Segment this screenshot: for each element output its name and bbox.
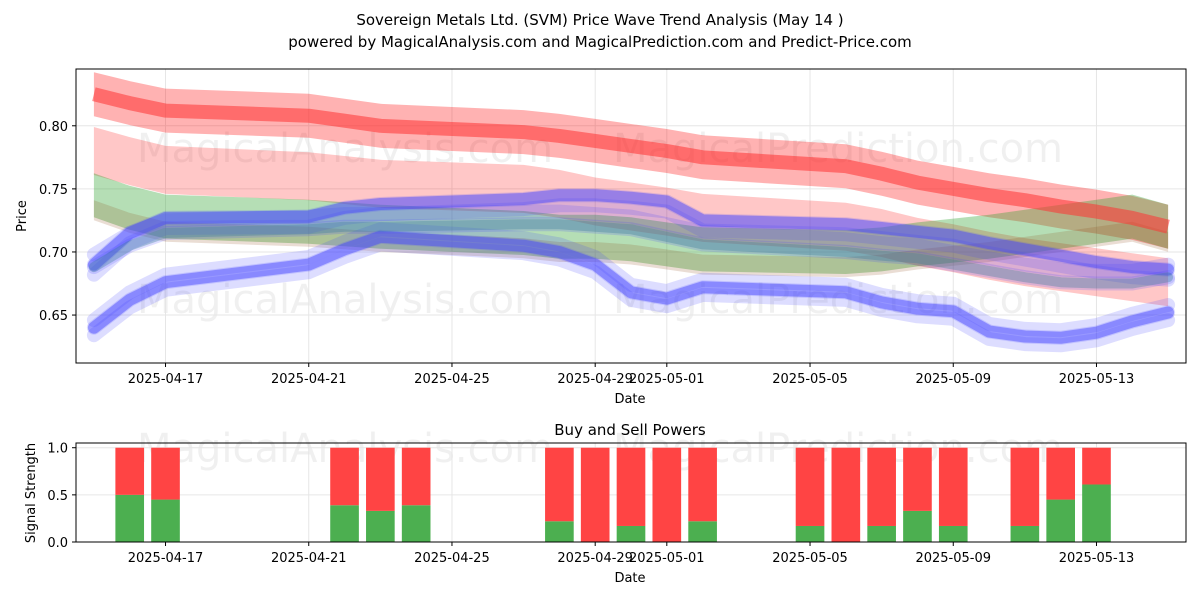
signal-chart-title: Buy and Sell Powers bbox=[554, 421, 706, 439]
x-tick-label: 2025-04-21 bbox=[271, 372, 347, 387]
price-x-ticks: 2025-04-17 2025-04-21 2025-04-25 2025-04-29… bbox=[128, 363, 1135, 387]
buy-bar bbox=[1046, 499, 1075, 542]
x-tick-label: 2025-04-29 bbox=[557, 551, 633, 566]
buy-bar bbox=[401, 505, 431, 542]
buy-bar bbox=[1010, 525, 1040, 542]
buy-bar bbox=[688, 521, 717, 542]
main-chart-title: Sovereign Metals Ltd. (SVM) Price Wave T… bbox=[356, 11, 843, 29]
buy-bar bbox=[616, 525, 646, 542]
buy-bar bbox=[545, 521, 574, 542]
x-tick-label: 2025-04-17 bbox=[128, 372, 204, 387]
sell-bar bbox=[366, 447, 395, 511]
signal-panel: MagicalAnalysis.com MagicalPrediction.co… bbox=[24, 421, 1187, 586]
x-tick-label: 2025-05-01 bbox=[629, 551, 705, 566]
blue-wave-line bbox=[86, 222, 1176, 338]
y-tick-label: 0.65 bbox=[39, 309, 68, 324]
y-tick-label: 0.75 bbox=[39, 183, 68, 198]
price-y-axis-label: Price bbox=[15, 200, 30, 232]
buy-bar bbox=[151, 499, 180, 542]
blue-lower-main-wave bbox=[87, 230, 1175, 344]
sell-bar bbox=[903, 447, 932, 511]
sell-bar bbox=[1082, 447, 1111, 485]
blue-wave-line bbox=[86, 188, 1176, 277]
x-tick-label: 2025-04-21 bbox=[271, 551, 347, 566]
signal-x-ticks: 2025-04-17 2025-04-21 2025-04-25 2025-04-29… bbox=[128, 542, 1135, 566]
sell-bar bbox=[688, 447, 717, 522]
blue-wave-line bbox=[86, 229, 1176, 345]
signal-x-axis-label: Date bbox=[614, 571, 645, 586]
sell-bar bbox=[580, 447, 610, 542]
main-chart-subtitle: powered by MagicalAnalysis.com and Magic… bbox=[288, 33, 912, 51]
blue-wave-line bbox=[86, 217, 1176, 291]
sell-bar bbox=[867, 447, 896, 526]
sell-bar bbox=[616, 447, 646, 526]
buy-bar bbox=[867, 525, 896, 542]
sell-bar bbox=[401, 447, 431, 506]
red-lower-envelope bbox=[93, 127, 1169, 307]
x-tick-label: 2025-04-25 bbox=[414, 551, 490, 566]
red-trend-line bbox=[92, 87, 1170, 234]
x-tick-label: 2025-05-01 bbox=[629, 372, 705, 387]
buy-bar bbox=[795, 525, 825, 542]
green-band bbox=[93, 173, 1169, 274]
y-tick-label: 0.0 bbox=[47, 536, 68, 551]
sell-bar bbox=[545, 447, 574, 522]
sell-bar bbox=[330, 447, 359, 506]
price-plot-frame bbox=[75, 68, 1187, 364]
sell-bar bbox=[938, 447, 968, 526]
signal-y-ticks: 0.0 0.5 1.0 bbox=[47, 442, 76, 551]
x-tick-label: 2025-04-25 bbox=[414, 372, 490, 387]
sell-bar bbox=[1046, 447, 1075, 500]
signal-bars bbox=[115, 447, 1111, 542]
buy-bar bbox=[938, 525, 968, 542]
sell-bar bbox=[652, 447, 682, 542]
signal-plot-frame bbox=[75, 442, 1187, 543]
x-tick-label: 2025-05-05 bbox=[772, 551, 848, 566]
teal-mid-wave bbox=[88, 219, 1174, 289]
sell-bar bbox=[1010, 447, 1040, 526]
blue-main-wave bbox=[87, 189, 1175, 276]
buy-bar bbox=[330, 505, 359, 542]
x-tick-label: 2025-05-09 bbox=[915, 551, 991, 566]
price-gridlines bbox=[76, 69, 1186, 363]
y-tick-label: 0.70 bbox=[39, 246, 68, 261]
brown-band bbox=[93, 200, 1169, 278]
price-panel: MagicalAnalysis.com MagicalPrediction.co… bbox=[15, 68, 1187, 407]
x-tick-label: 2025-04-17 bbox=[128, 551, 204, 566]
x-tick-label: 2025-05-13 bbox=[1059, 372, 1135, 387]
x-tick-label: 2025-05-09 bbox=[915, 372, 991, 387]
price-x-axis-label: Date bbox=[614, 392, 645, 407]
buy-bar bbox=[115, 494, 145, 542]
buy-bar bbox=[903, 510, 932, 542]
sell-bar bbox=[795, 447, 825, 526]
x-tick-label: 2025-05-05 bbox=[772, 372, 848, 387]
blue-wave-line bbox=[86, 204, 1176, 278]
sell-bar bbox=[831, 447, 861, 542]
buy-bar bbox=[366, 510, 395, 542]
y-tick-label: 0.80 bbox=[39, 120, 68, 135]
blue-wave-line bbox=[86, 237, 1176, 353]
signal-y-axis-label: Signal Strength bbox=[24, 443, 39, 543]
buy-bar bbox=[1082, 484, 1111, 542]
price-waves bbox=[86, 72, 1176, 353]
x-tick-label: 2025-05-13 bbox=[1059, 551, 1135, 566]
y-tick-label: 0.5 bbox=[47, 489, 68, 504]
sell-bar bbox=[115, 447, 145, 495]
sell-bar bbox=[151, 447, 180, 500]
price-y-ticks: 0.65 0.70 0.75 0.80 bbox=[39, 120, 76, 324]
x-tick-label: 2025-04-29 bbox=[557, 372, 633, 387]
y-tick-label: 1.0 bbox=[47, 442, 68, 457]
blue-wave-line bbox=[86, 198, 1176, 287]
